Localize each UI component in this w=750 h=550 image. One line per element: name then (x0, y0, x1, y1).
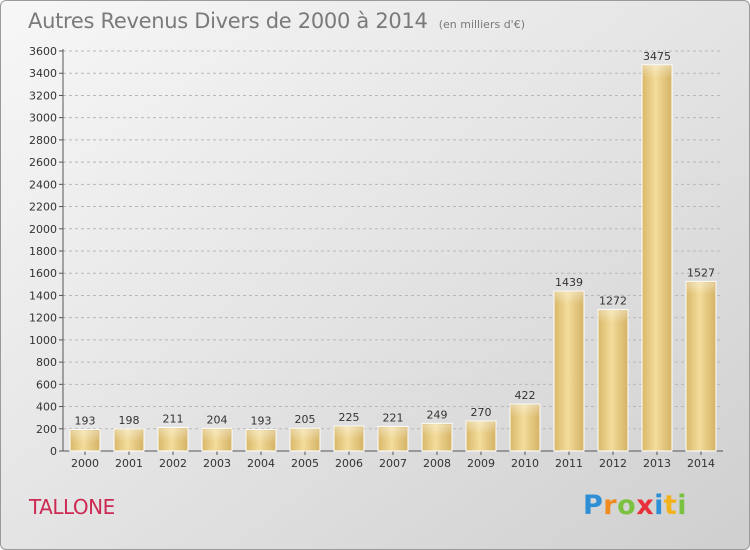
bar-highlight (203, 429, 231, 442)
y-tick-label: 200 (36, 423, 57, 436)
bar-value-label: 422 (515, 389, 536, 402)
bar-value-label: 270 (471, 406, 492, 419)
logo-letter: x (636, 490, 655, 521)
bar-value-label: 225 (339, 411, 360, 424)
bar-highlight (71, 430, 99, 443)
bar-value-label: 204 (207, 413, 228, 426)
y-tick-label: 400 (36, 401, 57, 414)
chart-title-block: Autres Revenus Divers de 2000 à 2014 (en… (28, 9, 525, 33)
bar-highlight (291, 429, 319, 442)
bar (553, 290, 585, 452)
bar-highlight (335, 427, 363, 439)
x-tick-label: 2003 (203, 457, 231, 470)
bar-value-label: 221 (383, 411, 404, 424)
bar-highlight (643, 65, 671, 78)
bar (641, 64, 673, 452)
bar-highlight (555, 292, 583, 305)
x-tick-label: 2001 (115, 457, 143, 470)
y-tick-label: 2400 (29, 178, 57, 191)
bar-highlight (599, 310, 627, 323)
proxiti-logo[interactable]: Proxiti (583, 490, 687, 521)
chart-unit: (en milliers d'€) (438, 18, 525, 31)
bar (685, 280, 717, 452)
x-tick-label: 2005 (291, 457, 319, 470)
logo-letter: t (663, 490, 678, 521)
logo-letter: P (583, 490, 604, 521)
bar-value-label: 1527 (687, 266, 715, 279)
x-tick-label: 2002 (159, 457, 187, 470)
y-tick-label: 0 (50, 445, 57, 458)
logo-letter: i (654, 490, 664, 521)
bar-value-label: 205 (295, 413, 316, 426)
x-tick-label: 2000 (71, 457, 99, 470)
x-tick-label: 2012 (599, 457, 627, 470)
bar-highlight (115, 430, 143, 442)
y-tick-label: 1600 (29, 267, 57, 280)
bar-highlight (247, 430, 275, 443)
y-tick-label: 2000 (29, 223, 57, 236)
x-tick-label: 2006 (335, 457, 363, 470)
bars (69, 64, 717, 452)
logo-letter: o (617, 490, 637, 521)
bar-highlight (159, 428, 187, 441)
y-tick-label: 3400 (29, 67, 57, 80)
y-tick-label: 2800 (29, 134, 57, 147)
bar-value-label: 1272 (599, 295, 627, 308)
y-tick-label: 1400 (29, 289, 57, 302)
bar-highlight (687, 282, 715, 295)
bar-highlight (511, 405, 539, 418)
bar-value-label: 211 (163, 413, 184, 426)
logo-letter: i (677, 490, 688, 521)
y-tick-label: 1000 (29, 334, 57, 347)
x-tick-label: 2009 (467, 457, 495, 470)
x-tick-label: 2004 (247, 457, 275, 470)
bar-highlight (379, 427, 407, 440)
bar-value-label: 193 (75, 415, 96, 428)
bar-highlight (423, 424, 451, 437)
y-tick-label: 3200 (29, 89, 57, 102)
x-tick-label: 2013 (643, 457, 671, 470)
chart-title: Autres Revenus Divers de 2000 à 2014 (28, 9, 428, 33)
bar-value-label: 1439 (555, 276, 583, 289)
y-tick-label: 2600 (29, 156, 57, 169)
bar-value-label: 3475 (643, 50, 671, 63)
y-tick-label: 1200 (29, 312, 57, 325)
x-tick-label: 2014 (687, 457, 715, 470)
bar-value-label: 193 (251, 415, 272, 428)
y-tick-label: 600 (36, 378, 57, 391)
x-tick-label: 2011 (555, 457, 583, 470)
x-tick-label: 2008 (423, 457, 451, 470)
y-tick-label: 2200 (29, 201, 57, 214)
x-tick-label: 2007 (379, 457, 407, 470)
bar-value-label: 198 (119, 414, 140, 427)
bar (597, 309, 629, 452)
y-tick-label: 1800 (29, 245, 57, 258)
location-name: TALLONE (29, 495, 115, 519)
labels: 0 200 400 600 800 1000 1200 1400 1600 1800 2000 220… (29, 45, 715, 470)
y-tick-label: 3600 (29, 45, 57, 58)
y-tick-label: 800 (36, 356, 57, 369)
bar-value-label: 249 (427, 408, 448, 421)
x-tick-label: 2010 (511, 457, 539, 470)
y-tick-label: 3000 (29, 112, 57, 125)
logo-letter: r (603, 490, 618, 521)
bar-highlight (467, 422, 495, 434)
